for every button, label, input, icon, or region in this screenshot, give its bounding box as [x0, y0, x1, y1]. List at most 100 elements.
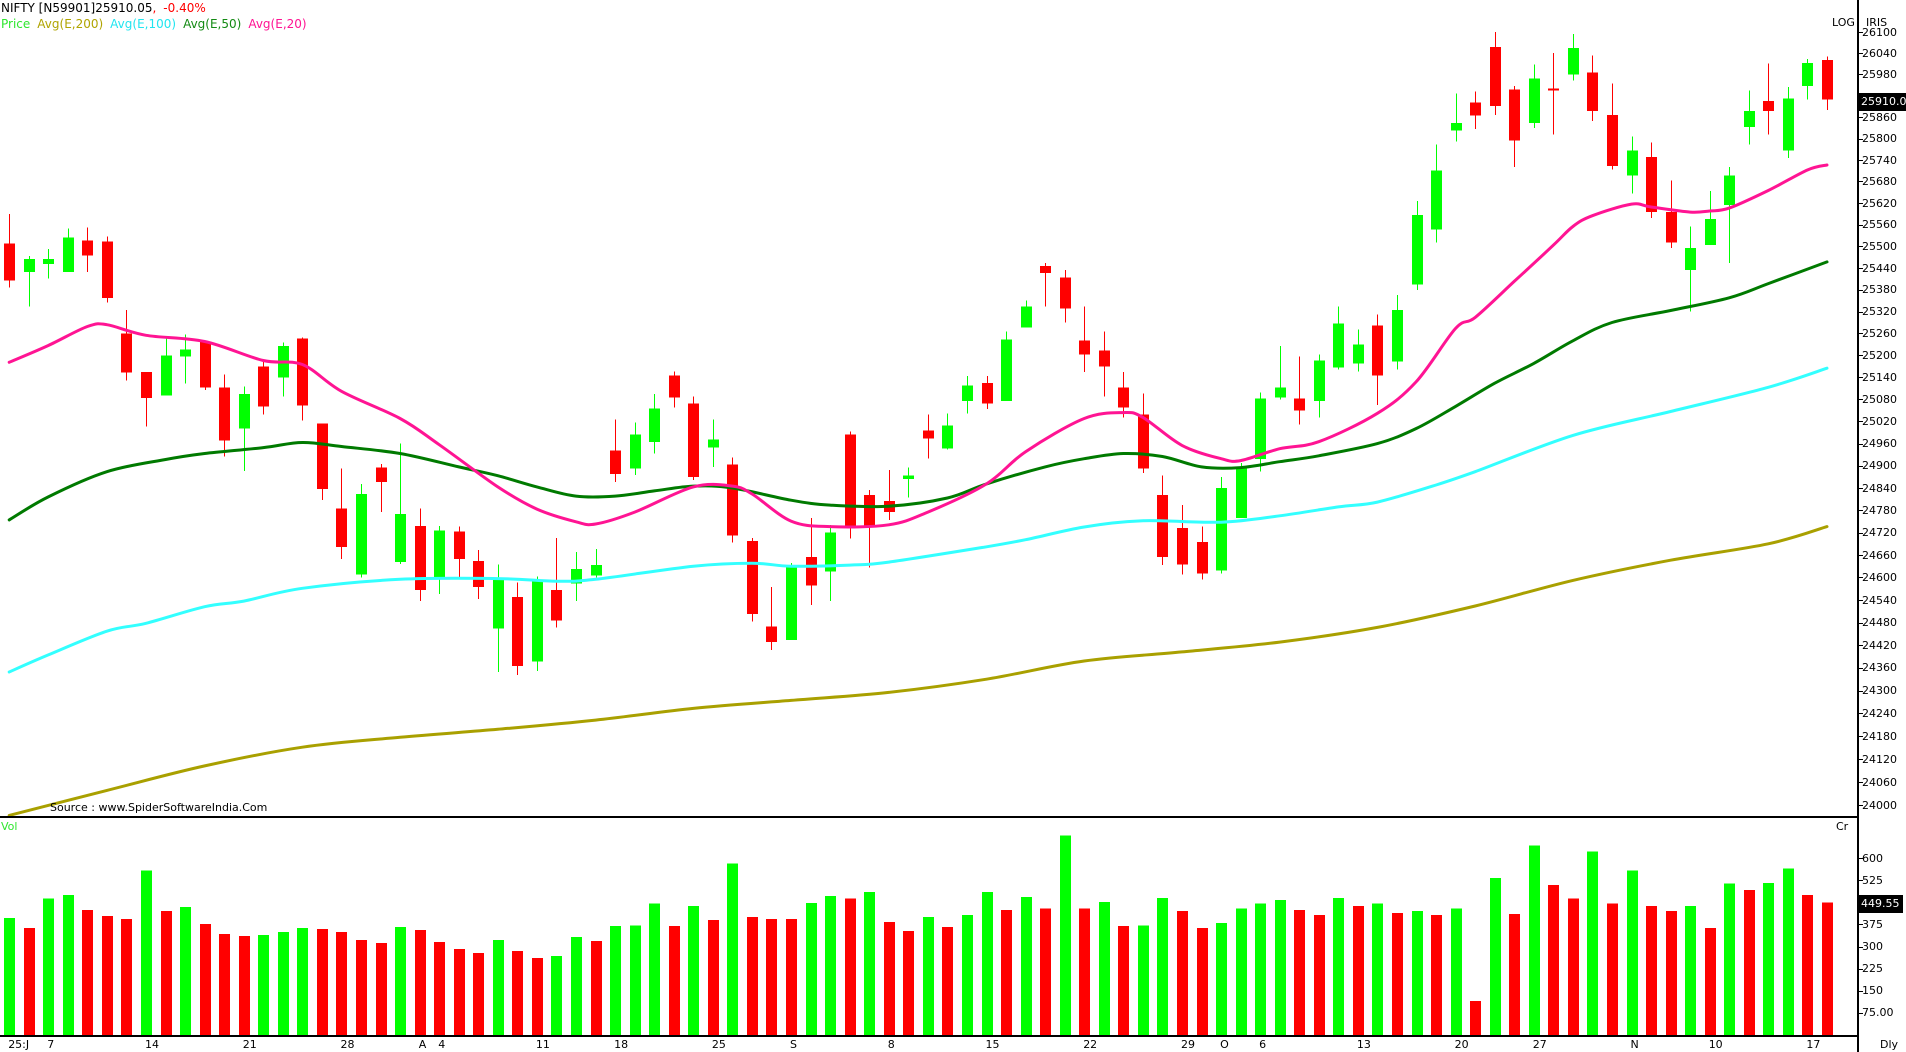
candle-body [317, 423, 328, 490]
volume-bar [747, 917, 758, 1035]
candle-body [1099, 350, 1110, 367]
candle-down [982, 376, 993, 410]
date-axis-label: 10 [1708, 1038, 1723, 1051]
candle-body [1216, 488, 1227, 571]
candle-body [1587, 72, 1598, 111]
time-axis[interactable] [0, 1037, 1857, 1052]
candle-body [4, 243, 15, 281]
volume-bar [102, 915, 113, 1035]
volume-bar [1802, 894, 1813, 1035]
candle-up [395, 443, 406, 564]
date-axis-label: 28 [340, 1038, 355, 1051]
price-pane[interactable] [0, 0, 1857, 816]
candle-wick [400, 443, 401, 564]
candle-up [1021, 300, 1032, 328]
price-axis-label: 26040 [1862, 46, 1897, 60]
candle-body [1763, 101, 1774, 112]
candle-wick [869, 489, 870, 568]
price-axis-label: 25260 [1862, 327, 1897, 340]
candle-body [1802, 62, 1813, 87]
price-axis-tick [1859, 225, 1863, 226]
candle-wick [381, 463, 382, 513]
candle-down [1294, 356, 1305, 425]
volume-pane[interactable] [0, 818, 1857, 1035]
candle-body [1490, 47, 1501, 107]
price-axis[interactable] [1857, 0, 1906, 1052]
volume-bar [727, 863, 738, 1035]
candle-down [1646, 142, 1657, 218]
candle-up [1275, 346, 1286, 400]
candle-down [669, 371, 680, 408]
candle-body [1294, 398, 1305, 411]
volume-bar [1490, 877, 1501, 1035]
date-axis-label: 25 [711, 1038, 726, 1051]
legend-ema-50[interactable]: Avg(E,50) [183, 17, 242, 31]
volume-bar [1275, 899, 1286, 1035]
price-axis-tick [1859, 246, 1863, 247]
volume-bar [1197, 927, 1208, 1035]
ema-200-line [7, 525, 1829, 816]
candle-body [591, 565, 602, 576]
volume-bar [884, 922, 895, 1035]
candle-body [1177, 527, 1188, 565]
price-axis-label: 24780 [1862, 503, 1897, 517]
volume-bar [258, 935, 269, 1035]
volume-bar [532, 958, 543, 1035]
candle-down [845, 431, 856, 539]
volume-bar [825, 895, 836, 1035]
date-axis-label: 6 [1259, 1038, 1267, 1051]
pane-divider[interactable] [0, 816, 1858, 818]
price-axis-label: 25140 [1862, 370, 1897, 384]
price-axis-tick [1859, 181, 1863, 182]
legend-ema-200[interactable]: Avg(E,200) [37, 17, 104, 31]
price-axis-label: 24480 [1862, 616, 1897, 629]
date-axis-label: 25:J [8, 1038, 30, 1051]
price-axis-tick [1859, 444, 1863, 445]
candle-body [239, 394, 250, 429]
candle-up [278, 342, 289, 397]
volume-bar [1216, 922, 1227, 1035]
candle-down [1490, 32, 1501, 115]
legend-ema-20[interactable]: Avg(E,20) [248, 17, 307, 31]
legend-ema-100[interactable]: Avg(E,100) [110, 17, 177, 31]
candle-up [708, 419, 719, 467]
price-axis-tick [1859, 488, 1863, 489]
price-axis-tick [1859, 577, 1863, 578]
candles [4, 32, 1833, 675]
candle-down [1138, 393, 1149, 473]
log-scale-toggle[interactable]: LOG [1832, 16, 1855, 29]
volume-bar [63, 894, 74, 1035]
candle-body [121, 333, 132, 373]
candle-body [864, 495, 875, 526]
candle-body [982, 383, 993, 404]
candle-up [24, 256, 35, 307]
price-axis-tick [1859, 160, 1863, 161]
price-axis-label: 24240 [1862, 706, 1897, 720]
candle-up [1216, 476, 1227, 574]
candle-body [219, 387, 230, 441]
candle-body [551, 590, 562, 621]
candle-body [473, 561, 484, 588]
volume-bar [1744, 889, 1755, 1035]
volume-bar [317, 928, 328, 1035]
volume-axis-label: 525 [1862, 873, 1883, 887]
legend-price[interactable]: Price [1, 17, 31, 31]
iris-button[interactable]: IRIS [1866, 16, 1888, 29]
candle-body [43, 259, 54, 265]
timeframe-label[interactable]: Dly [1880, 1038, 1899, 1051]
candle-wick [1045, 263, 1046, 307]
date-axis-label: 22 [1083, 1038, 1098, 1051]
volume-bar [82, 909, 93, 1035]
source-note: Source : www.SpiderSoftwareIndia.Com [50, 801, 268, 814]
candle-body [1021, 306, 1032, 328]
candle-down [141, 372, 152, 427]
candle-up [356, 483, 367, 578]
volume-bar [1236, 908, 1247, 1035]
candle-body [1744, 111, 1755, 128]
date-axis-label: 18 [614, 1038, 629, 1051]
volume-bar [1627, 870, 1638, 1035]
volume-bar [591, 940, 602, 1035]
price-axis-tick [1859, 32, 1863, 33]
candle-wick [889, 469, 890, 520]
candle-down [864, 489, 875, 568]
